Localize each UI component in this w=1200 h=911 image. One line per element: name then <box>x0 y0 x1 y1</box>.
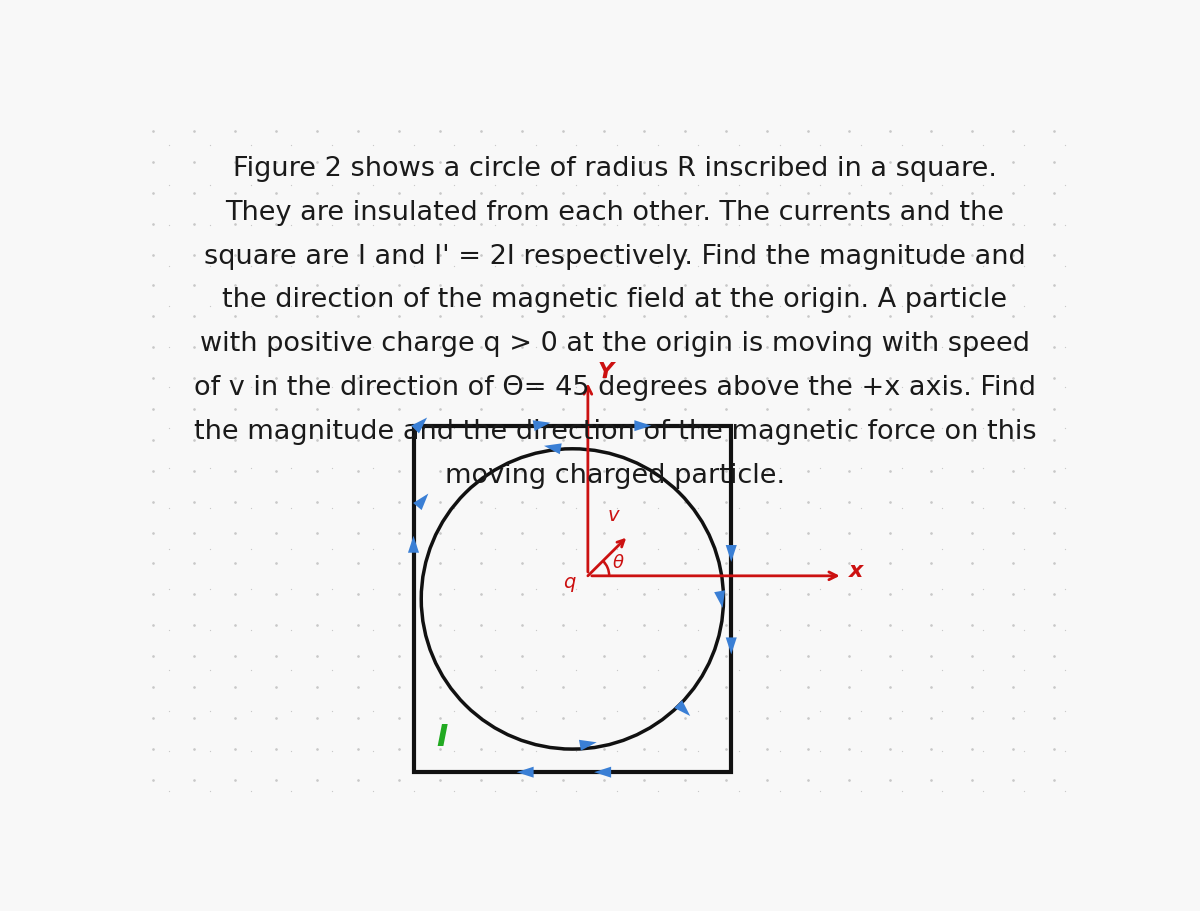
Bar <box>414 426 731 773</box>
Text: v: v <box>607 506 619 525</box>
Text: Y: Y <box>598 362 613 382</box>
Polygon shape <box>413 494 428 510</box>
Polygon shape <box>544 444 562 455</box>
Polygon shape <box>516 767 534 778</box>
Text: the magnitude and the direction of the magnetic force on this: the magnitude and the direction of the m… <box>193 419 1037 445</box>
Polygon shape <box>726 638 737 655</box>
Polygon shape <box>674 701 690 716</box>
Polygon shape <box>533 421 551 432</box>
Text: square are I and I' = 2I respectively. Find the magnitude and: square are I and I' = 2I respectively. F… <box>204 243 1026 270</box>
Text: x: x <box>850 560 864 580</box>
Text: I: I <box>437 722 448 752</box>
Text: θ: θ <box>613 553 624 571</box>
Polygon shape <box>635 421 652 432</box>
Polygon shape <box>714 590 725 609</box>
Text: the direction of the magnetic field at the origin. A particle: the direction of the magnetic field at t… <box>222 287 1008 313</box>
Text: q: q <box>563 573 576 592</box>
Polygon shape <box>594 767 611 778</box>
Text: moving charged particle.: moving charged particle. <box>445 463 785 488</box>
Text: of v in the direction of Θ= 45 degrees above the +x axis. Find: of v in the direction of Θ= 45 degrees a… <box>194 374 1036 401</box>
Text: They are insulated from each other. The currents and the: They are insulated from each other. The … <box>226 200 1004 225</box>
Text: Figure 2 shows a circle of radius R inscribed in a square.: Figure 2 shows a circle of radius R insc… <box>233 156 997 181</box>
Text: with positive charge q > 0 at the origin is moving with speed: with positive charge q > 0 at the origin… <box>200 331 1030 357</box>
Polygon shape <box>726 546 737 562</box>
Polygon shape <box>412 418 427 434</box>
Polygon shape <box>408 537 419 553</box>
Polygon shape <box>578 740 596 751</box>
